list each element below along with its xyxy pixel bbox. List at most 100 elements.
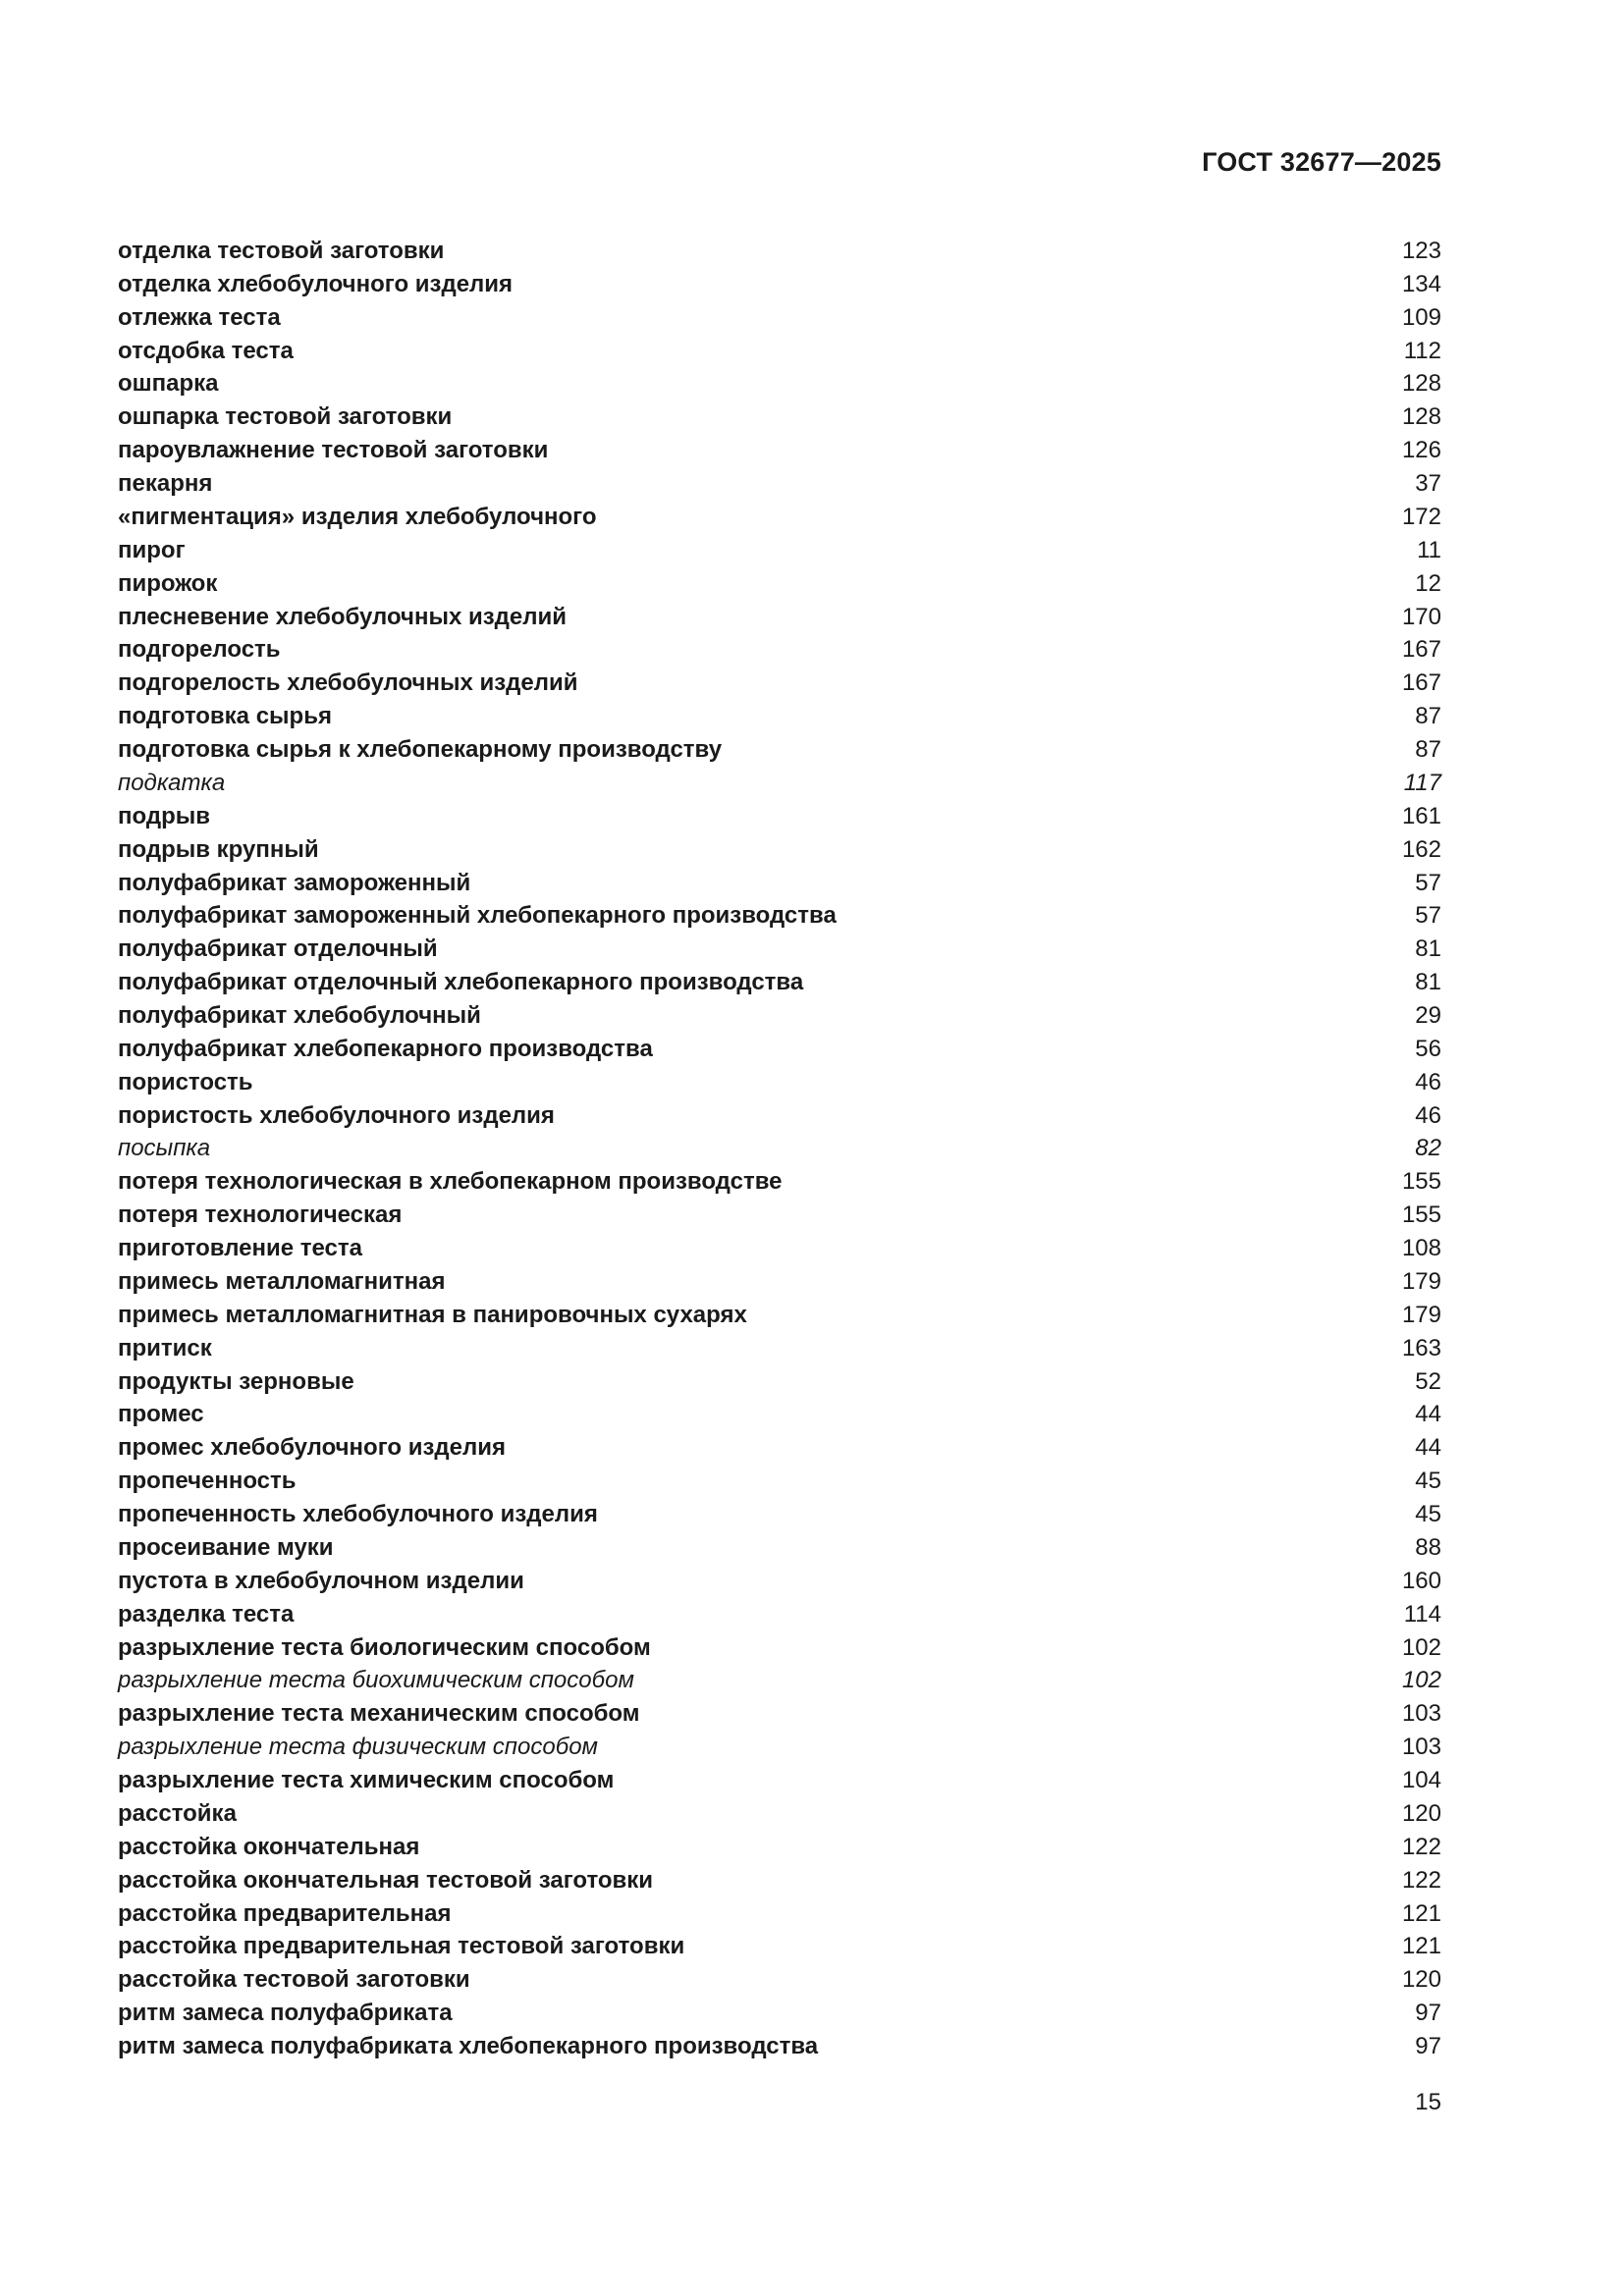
index-entry: промес 44: [118, 1398, 1441, 1431]
index-term: разделка теста: [118, 1600, 295, 1628]
index-entry: примесь металломагнитная 179: [118, 1265, 1441, 1299]
index-entry: разрыхление теста физическим способом 103: [118, 1731, 1441, 1764]
index-term: отсдобка теста: [118, 337, 294, 364]
index-entry: пароувлажнение тестовой заготовки 126: [118, 434, 1441, 467]
index-term: пропеченность: [118, 1468, 297, 1495]
index-term: потеря технологическая в хлебопекарном п…: [118, 1168, 783, 1196]
index-term: продукты зерновые: [118, 1367, 354, 1395]
index-entry: полуфабрикат отделочный 81: [118, 933, 1441, 966]
index-entry: подкатка 117: [118, 767, 1441, 800]
index-entry: подрыв 161: [118, 800, 1441, 833]
index-entry: пирожок 12: [118, 567, 1441, 601]
index-term: ошпарка тестовой заготовки: [118, 403, 453, 431]
index-entry: полуфабрикат отделочный хлебопекарного п…: [118, 966, 1441, 999]
index-section-number: 104: [1401, 1767, 1441, 1794]
index-section-number: 134: [1401, 270, 1441, 297]
index-section-number: 120: [1401, 1966, 1441, 1994]
index-section-number: 12: [1415, 569, 1441, 597]
index-section-number: 97: [1415, 2000, 1441, 2027]
index-term: подготовка сырья к хлебопекарному произв…: [118, 736, 723, 764]
index-section-number: 45: [1415, 1501, 1441, 1528]
index-entry: расстойка окончательная 122: [118, 1831, 1441, 1864]
index-term: разрыхление теста механическим способом: [118, 1700, 640, 1728]
index-entry: примесь металломагнитная в панировочных …: [118, 1299, 1441, 1332]
index-section-number: 162: [1401, 835, 1441, 863]
index-entry: просеивание муки 88: [118, 1531, 1441, 1565]
index-section-number: 82: [1415, 1135, 1441, 1162]
index-section-number: 167: [1401, 636, 1441, 664]
index-section-number: 57: [1415, 902, 1441, 930]
index-entry: полуфабрикат замороженный хлебопекарного…: [118, 899, 1441, 933]
index-term: отделка хлебобулочного изделия: [118, 270, 514, 297]
index-term: примесь металломагнитная: [118, 1267, 446, 1295]
index-entry: потеря технологическая в хлебопекарном п…: [118, 1165, 1441, 1199]
index-term: подкатка: [118, 769, 226, 796]
index-entry: разрыхление теста химическим способом 104: [118, 1764, 1441, 1797]
index-entry: расстойка предварительная тестовой загот…: [118, 1930, 1441, 1963]
index-section-number: 44: [1415, 1434, 1441, 1462]
index-entry: отсдобка теста 112: [118, 335, 1441, 368]
index-entry: пористость хлебобулочного изделия 46: [118, 1099, 1441, 1133]
index-entry: подготовка сырья к хлебопекарному произв…: [118, 733, 1441, 767]
index-section-number: 46: [1415, 1068, 1441, 1095]
index-section-number: 87: [1415, 736, 1441, 764]
index-entry: полуфабрикат замороженный 57: [118, 867, 1441, 900]
index-entry: подготовка сырья 87: [118, 700, 1441, 733]
index-section-number: 155: [1401, 1201, 1441, 1229]
index-entry: разрыхление теста биохимическим способом…: [118, 1664, 1441, 1697]
index-section-number: 121: [1401, 1933, 1441, 1960]
index-section-number: 117: [1403, 769, 1441, 796]
index-entry: пропеченность 45: [118, 1465, 1441, 1498]
index-entry: расстойка тестовой заготовки 120: [118, 1963, 1441, 1997]
index-section-number: 45: [1415, 1468, 1441, 1495]
index-term: подготовка сырья: [118, 703, 332, 730]
index-section-number: 81: [1415, 935, 1441, 963]
index-section-number: 179: [1401, 1267, 1441, 1295]
index-term: примесь металломагнитная в панировочных …: [118, 1301, 747, 1328]
index-entry: ошпарка тестовой заготовки 128: [118, 400, 1441, 434]
index-entry: отделка тестовой заготовки 123: [118, 235, 1441, 268]
index-term: промес: [118, 1401, 204, 1428]
index-term: пустота в хлебобулочном изделии: [118, 1567, 524, 1594]
index-entry: расстойка 120: [118, 1797, 1441, 1831]
index-section-number: 88: [1415, 1533, 1441, 1561]
index-section-number: 155: [1401, 1168, 1441, 1196]
index-term: подгорелость: [118, 636, 281, 664]
index-term: разрыхление теста химическим способом: [118, 1767, 615, 1794]
index-term: ритм замеса полуфабриката хлебопекарного…: [118, 2032, 819, 2059]
index-section-number: 103: [1401, 1734, 1441, 1761]
index-section-number: 11: [1417, 536, 1441, 563]
index-term: полуфабрикат хлебобулочный: [118, 1002, 481, 1029]
index-term: пирожок: [118, 569, 218, 597]
index-section-number: 46: [1415, 1101, 1441, 1129]
index-term: пористость хлебобулочного изделия: [118, 1101, 555, 1129]
index-entry: подрыв крупный 162: [118, 833, 1441, 867]
index-section-number: 37: [1415, 470, 1441, 498]
index-section-number: 167: [1401, 669, 1441, 697]
index-term: полуфабрикат замороженный: [118, 869, 471, 896]
index-entry: промес хлебобулочного изделия 44: [118, 1431, 1441, 1465]
index-section-number: 52: [1415, 1367, 1441, 1395]
index-entry: «пигментация» изделия хлебобулочного 172: [118, 501, 1441, 534]
index-term: расстойка окончательная: [118, 1833, 420, 1860]
index-term: приготовление теста: [118, 1235, 362, 1262]
index-entry: подгорелость хлебобулочных изделий 167: [118, 667, 1441, 700]
index-term: разрыхление теста биологическим способом: [118, 1633, 651, 1661]
index-entry: приготовление теста 108: [118, 1232, 1441, 1265]
index-term: пористость: [118, 1068, 253, 1095]
index-term: потеря технологическая: [118, 1201, 403, 1229]
index-term: разрыхление теста физическим способом: [118, 1734, 598, 1761]
index-entry: расстойка окончательная тестовой заготов…: [118, 1864, 1441, 1897]
index-section-number: 112: [1403, 337, 1441, 364]
index-term: расстойка предварительная тестовой загот…: [118, 1933, 685, 1960]
index-entry: отлежка теста 109: [118, 301, 1441, 335]
index-term: посыпка: [118, 1135, 211, 1162]
index-entry: разрыхление теста механическим способом 1…: [118, 1697, 1441, 1731]
index-term: подрыв: [118, 802, 210, 829]
index-term: пропеченность хлебобулочного изделия: [118, 1501, 598, 1528]
index-term: расстойка: [118, 1799, 237, 1827]
index-section-number: 56: [1415, 1035, 1441, 1062]
index-entry: разрыхление теста биологическим способом…: [118, 1631, 1441, 1665]
index-entry: плесневение хлебобулочных изделий 170: [118, 601, 1441, 634]
index-section-number: 102: [1401, 1633, 1441, 1661]
